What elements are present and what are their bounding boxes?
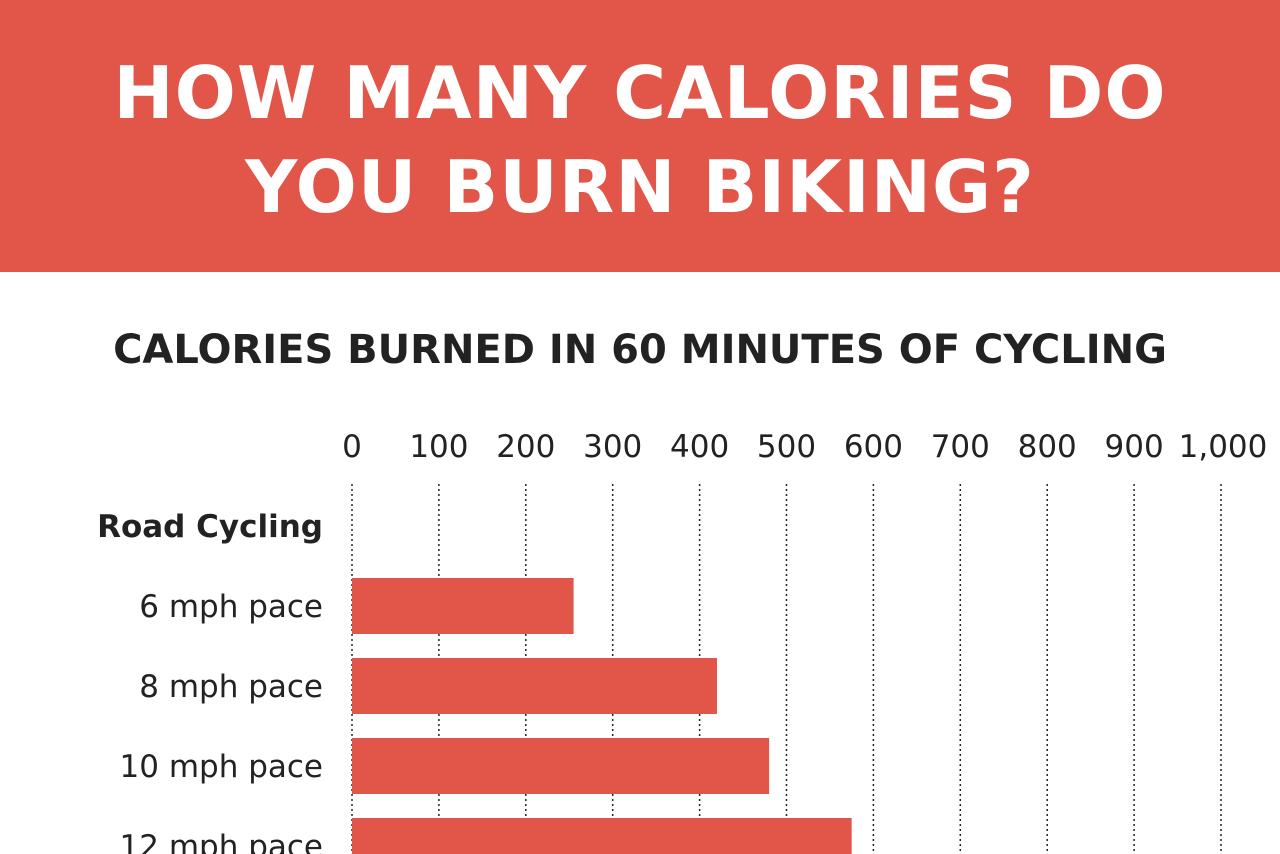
page-title: HOW MANY CALORIES DO YOU BURN BIKING? bbox=[0, 46, 1280, 234]
category-label: 6 mph pace bbox=[139, 589, 323, 625]
bar bbox=[352, 578, 574, 634]
x-tick-label: 0 bbox=[342, 429, 362, 465]
x-axis-ticks: 0 100 200 300 400 500 600 700 800 900 1,000 bbox=[342, 429, 1267, 465]
category-label: 8 mph pace bbox=[139, 669, 323, 705]
group-label: Road Cycling bbox=[97, 509, 323, 545]
x-tick-label: 300 bbox=[583, 429, 642, 465]
page-title-line-2: YOU BURN BIKING? bbox=[245, 145, 1035, 229]
x-tick-label: 400 bbox=[670, 429, 729, 465]
x-tick-label: 500 bbox=[757, 429, 816, 465]
page-title-line-1: HOW MANY CALORIES DO bbox=[113, 51, 1167, 135]
bar bbox=[352, 818, 852, 854]
category-label: 10 mph pace bbox=[120, 749, 323, 785]
bar-chart: 0 100 200 300 400 500 600 700 800 900 1,000 Road C… bbox=[97, 429, 1267, 854]
bar bbox=[352, 658, 717, 714]
category-label: 12 mph pace bbox=[120, 829, 323, 854]
x-tick-label: 900 bbox=[1105, 429, 1164, 465]
bar bbox=[352, 738, 770, 794]
chart-title: CALORIES BURNED IN 60 MINUTES OF CYCLING bbox=[113, 327, 1167, 373]
x-tick-label: 700 bbox=[931, 429, 990, 465]
title-banner: HOW MANY CALORIES DO YOU BURN BIKING? bbox=[0, 0, 1280, 272]
category-labels: Road Cycling 6 mph pace 8 mph pace 10 mph … bbox=[97, 509, 323, 854]
x-tick-label: 800 bbox=[1018, 429, 1077, 465]
bars bbox=[352, 578, 852, 854]
x-tick-label: 600 bbox=[844, 429, 903, 465]
x-tick-label: 200 bbox=[496, 429, 555, 465]
x-tick-label: 1,000 bbox=[1179, 429, 1268, 465]
x-tick-label: 100 bbox=[409, 429, 468, 465]
